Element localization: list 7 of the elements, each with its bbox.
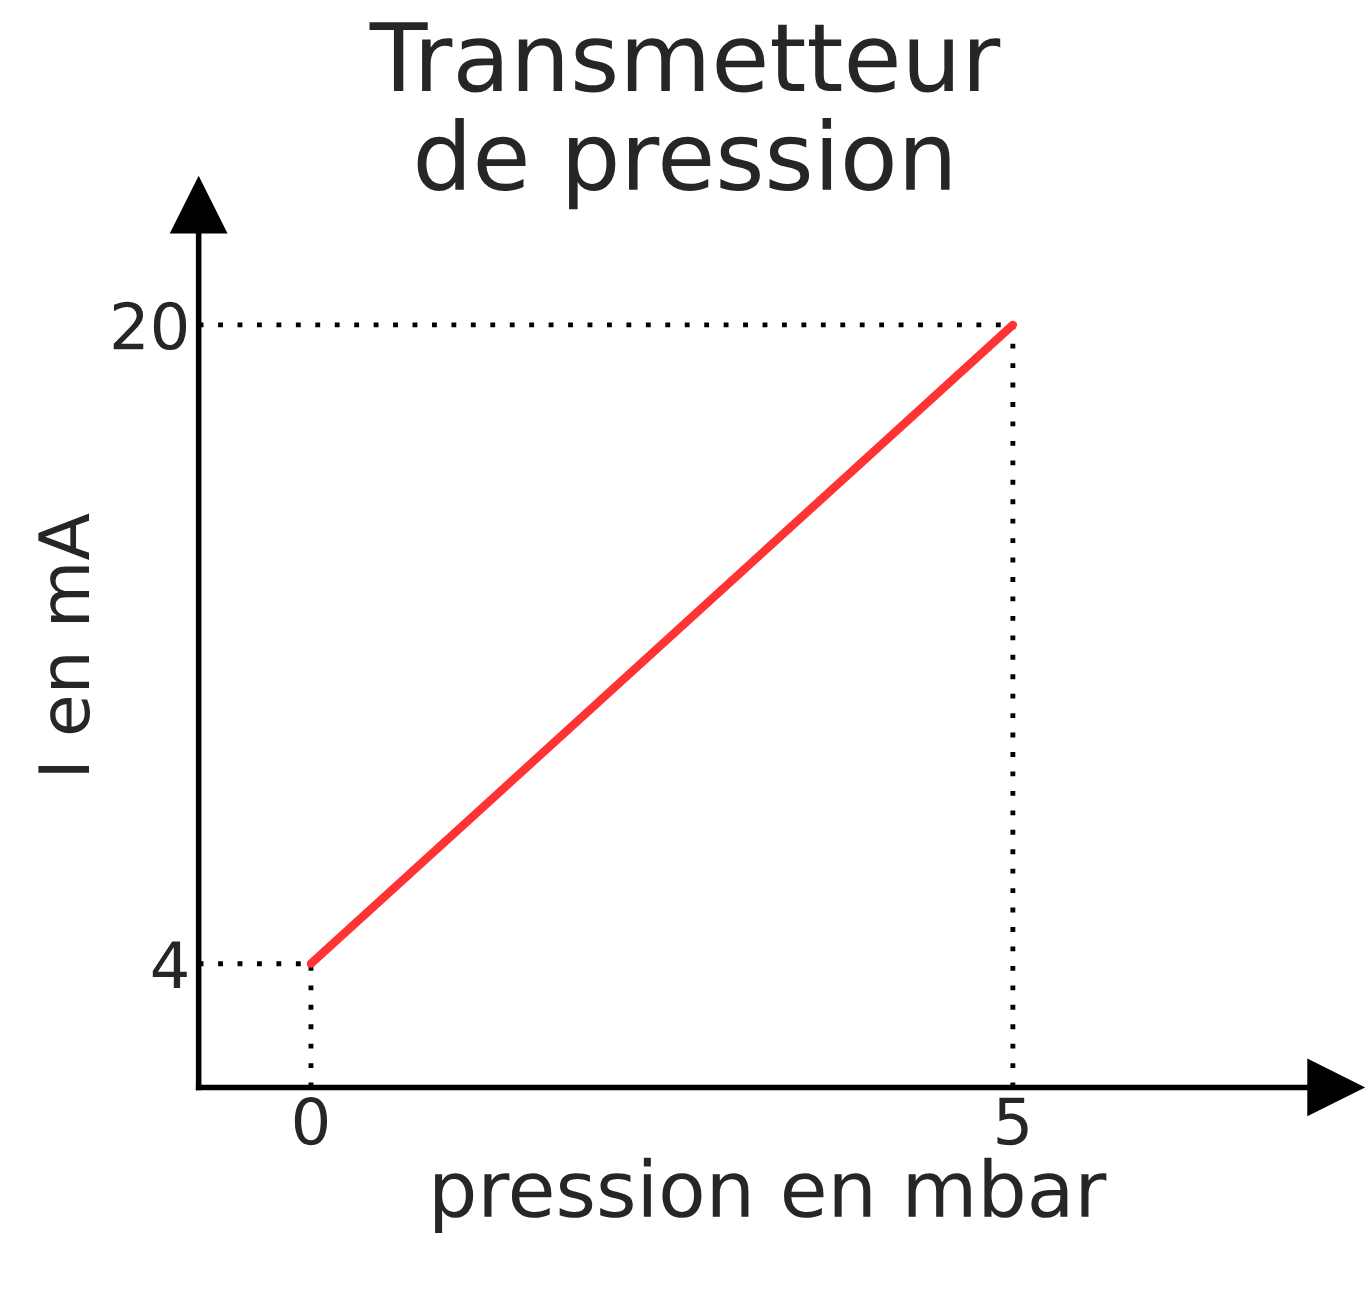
x-tick-label: 5 [997, 1097, 1028, 1146]
x-tick-label: 0 [294, 1096, 328, 1146]
chart-title: Transmetteur de pression [369, 22, 1001, 210]
y-tick-label: 20 [113, 301, 187, 351]
x-axis-title: pression en mbar [435, 1157, 1107, 1233]
y-axis-title: I en mA [38, 513, 91, 773]
y-tick-label: 4 [152, 941, 187, 988]
